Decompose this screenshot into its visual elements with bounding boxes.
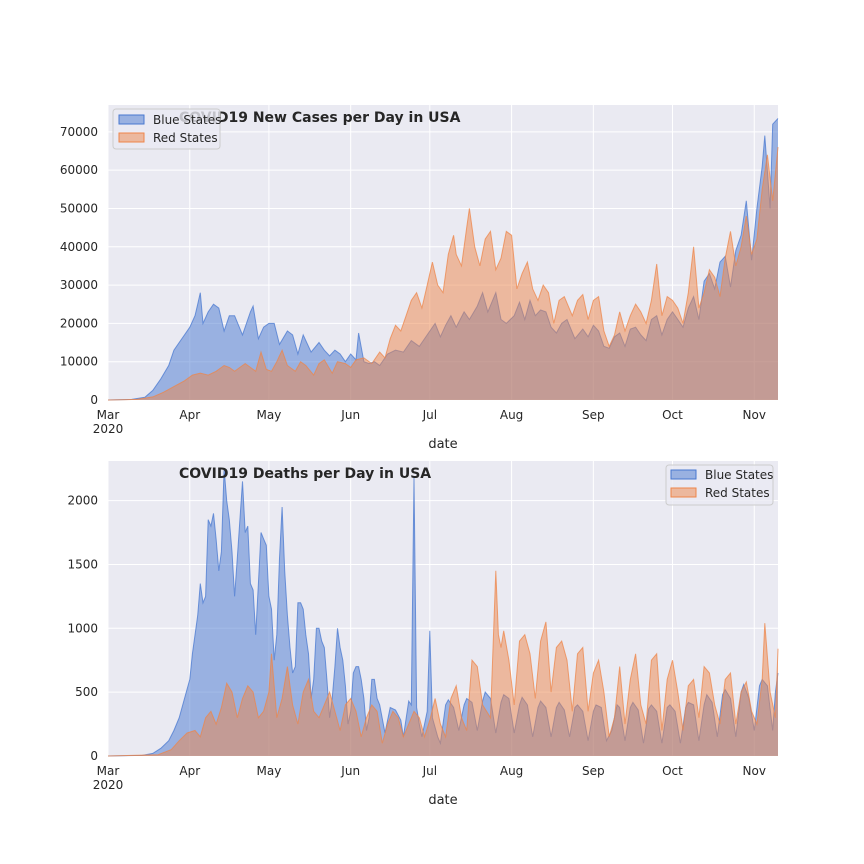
y-tick-label: 1000 xyxy=(67,621,98,635)
legend-swatch-blue-states xyxy=(118,114,145,125)
y-tick-label: 60000 xyxy=(60,163,98,177)
chart-deaths-areas xyxy=(107,468,779,757)
y-tick-label: 1500 xyxy=(67,557,98,571)
chart-deaths-x-axis-label: date xyxy=(428,793,457,808)
chart-deaths-title: COVID19 Deaths per Day in USA xyxy=(179,466,431,482)
legend-label-red-states: Red States xyxy=(705,486,770,500)
legend-label-blue-states: Blue States xyxy=(705,468,773,482)
y-tick-label: 10000 xyxy=(60,355,98,369)
area-blue-states xyxy=(108,468,778,756)
chart-new-cases-y-ticks: 0 10000 20000 30000 40000 50000 60000 70000 xyxy=(60,125,98,407)
y-tick-label: 20000 xyxy=(60,316,98,330)
chart-new-cases-areas xyxy=(107,118,779,401)
legend-swatch-red-states xyxy=(118,132,145,143)
chart-new-cases: 0 10000 20000 30000 40000 50000 60000 70000 Mar… xyxy=(60,105,779,452)
chart-new-cases-legend: Blue States Red States xyxy=(112,108,221,150)
line-red-states xyxy=(107,570,779,757)
y-tick-label: 2000 xyxy=(67,494,98,508)
chart-deaths-y-ticks: 0 500 1000 1500 2000 xyxy=(67,494,98,763)
y-tick-label: 0 xyxy=(90,749,98,763)
x-tick-label: Jun xyxy=(340,764,360,778)
x-tick-label: Sep xyxy=(582,764,605,778)
legend-swatch-blue-states xyxy=(670,469,697,480)
line-red-states xyxy=(107,147,779,401)
x-tick-label: Aug xyxy=(500,408,523,422)
x-tick-label: Mar xyxy=(97,764,120,778)
legend-swatch-red-states xyxy=(670,487,697,498)
x-tick-sublabel: 2020 xyxy=(93,778,124,792)
x-tick-label: May xyxy=(256,408,281,422)
x-tick-label: Sep xyxy=(582,408,605,422)
x-tick-label: Nov xyxy=(743,764,766,778)
y-tick-label: 50000 xyxy=(60,201,98,215)
x-tick-label: Jun xyxy=(340,408,360,422)
legend-label-red-states: Red States xyxy=(153,131,218,145)
y-tick-label: 500 xyxy=(75,685,98,699)
x-tick-label: Nov xyxy=(743,408,766,422)
chart-new-cases-title: COVID19 New Cases per Day in USA xyxy=(179,110,461,126)
x-tick-sublabel: 2020 xyxy=(93,422,124,436)
y-tick-label: 70000 xyxy=(60,125,98,139)
y-tick-label: 40000 xyxy=(60,240,98,254)
y-tick-label: 30000 xyxy=(60,278,98,292)
x-tick-label: Oct xyxy=(662,408,683,422)
chart-new-cases-x-axis-label: date xyxy=(428,437,457,452)
x-tick-label: Jul xyxy=(422,764,437,778)
x-tick-label: May xyxy=(256,764,281,778)
chart-deaths-legend: Blue States Red States xyxy=(665,464,774,506)
x-tick-label: Apr xyxy=(179,764,200,778)
legend-label-blue-states: Blue States xyxy=(153,113,221,127)
x-tick-label: Oct xyxy=(662,764,683,778)
x-tick-label: Mar xyxy=(97,408,120,422)
y-tick-label: 0 xyxy=(90,393,98,407)
area-red-states xyxy=(108,570,778,756)
x-tick-label: Apr xyxy=(179,408,200,422)
x-tick-label: Aug xyxy=(500,764,523,778)
area-red-states xyxy=(108,147,778,400)
x-tick-label: Jul xyxy=(422,408,437,422)
